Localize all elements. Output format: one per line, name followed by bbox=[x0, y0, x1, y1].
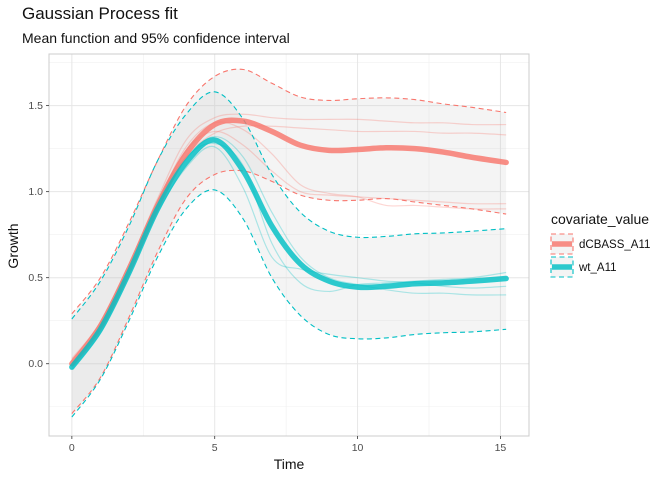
lower-bound-dCBASS_A11 bbox=[71, 169, 507, 414]
x-tick-label: 5 bbox=[212, 442, 218, 454]
chart-title: Gaussian Process fit bbox=[22, 4, 178, 23]
panel-background bbox=[49, 54, 529, 436]
x-tick-label: 10 bbox=[352, 442, 364, 454]
x-tick-label: 0 bbox=[69, 442, 75, 454]
upper-bound-dCBASS_A11 bbox=[71, 68, 507, 315]
y-tick-label: 1.0 bbox=[28, 186, 43, 198]
y-tick-label: 0.0 bbox=[28, 358, 43, 370]
panel-border bbox=[48, 53, 530, 437]
legend-label-wt_A11: wt_A11 bbox=[578, 262, 617, 274]
x-tick-label: 15 bbox=[495, 442, 507, 454]
axes: 0 5 10 15 0.0 0.5 1.0 1.5 bbox=[28, 53, 530, 454]
mean-line-wt_A11 bbox=[69, 137, 509, 370]
y-tick-label: 0.5 bbox=[28, 272, 43, 284]
plot-panel bbox=[49, 54, 529, 436]
legend-title: covariate_value bbox=[551, 211, 649, 227]
confidence-bounds bbox=[71, 68, 507, 418]
grid-lines bbox=[49, 54, 529, 436]
x-axis-title: Time bbox=[274, 456, 305, 472]
y-axis-title: Growth bbox=[5, 223, 21, 268]
lower-bound-wt_A11 bbox=[71, 189, 507, 418]
legend: dCBASS_A11 wt_A11 bbox=[550, 233, 650, 278]
chart-subtitle: Mean function and 95% confidence interva… bbox=[22, 30, 290, 46]
ci-band-dCBASS_A11 bbox=[71, 69, 507, 414]
legend-label-dCBASS_A11: dCBASS_A11 bbox=[579, 239, 650, 251]
y-tick-label: 1.5 bbox=[28, 100, 43, 112]
mean-lines bbox=[69, 117, 509, 370]
